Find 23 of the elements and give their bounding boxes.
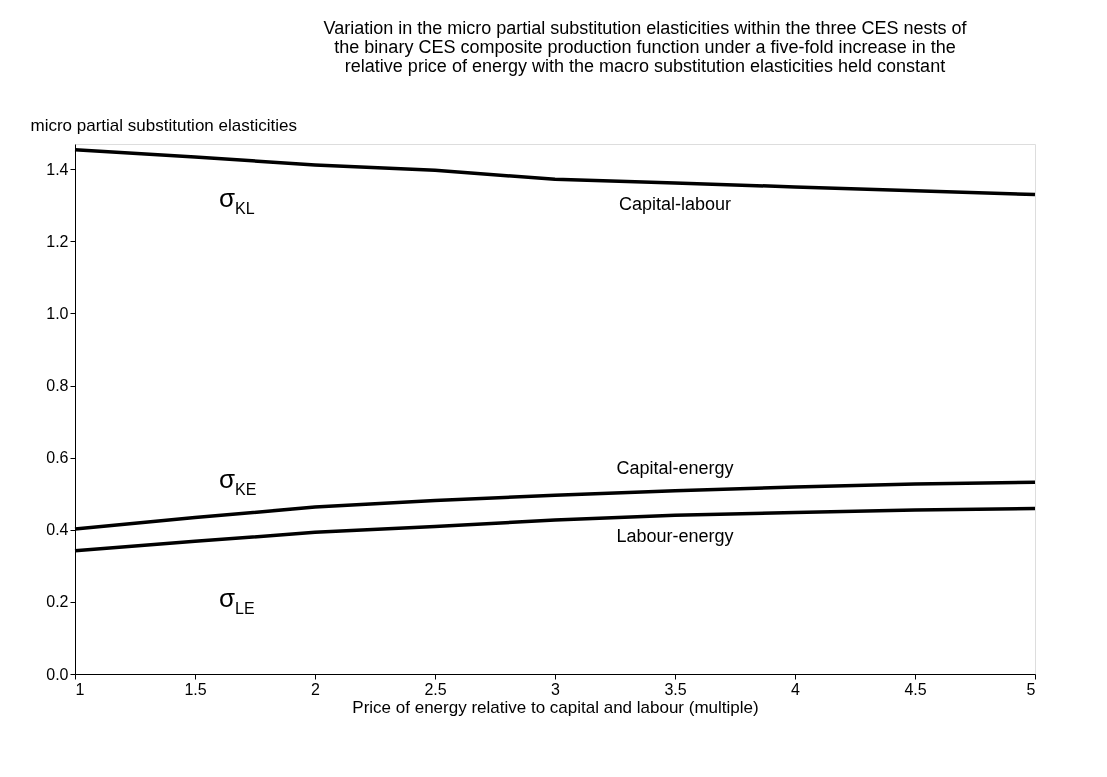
y-tick-label: 1.2 bbox=[46, 232, 69, 250]
x-axis-title: Price of energy relative to capital and labour (multiple) bbox=[352, 697, 759, 717]
y-tick-label: 0.8 bbox=[46, 377, 69, 395]
y-tick-label: 1.4 bbox=[46, 160, 69, 178]
x-tick-label: 5 bbox=[1026, 680, 1036, 698]
x-tick-label: 4.5 bbox=[904, 680, 927, 698]
y-axis-title: micro partial substitution elasticities bbox=[30, 115, 297, 135]
series-label: Capital-labour bbox=[618, 193, 732, 214]
series-label: Labour-energy bbox=[616, 526, 734, 547]
x-tick-label: 4 bbox=[791, 680, 801, 698]
chart-title: Variation in the micro partial substitution elasticities within the three CES nests of the binary CES composite production function under a five-fold increase in the relative price of energy with the macro substitution elasticities held constant bbox=[323, 18, 968, 76]
x-tick-label: 3.5 bbox=[664, 680, 687, 698]
y-tick-label: 0.0 bbox=[46, 665, 69, 683]
x-tick-label: 3 bbox=[551, 680, 561, 698]
y-tick-label: 1.0 bbox=[46, 304, 69, 322]
series-label: Capital-energy bbox=[616, 457, 734, 478]
y-tick-label: 0.2 bbox=[46, 593, 69, 611]
y-tick-label: 0.4 bbox=[46, 521, 69, 539]
x-tick-label: 1 bbox=[75, 680, 85, 698]
x-tick-label: 2.5 bbox=[424, 680, 447, 698]
x-tick-label: 1.5 bbox=[184, 680, 207, 698]
y-tick-label: 0.6 bbox=[46, 449, 69, 467]
x-tick-label: 2 bbox=[311, 680, 321, 698]
